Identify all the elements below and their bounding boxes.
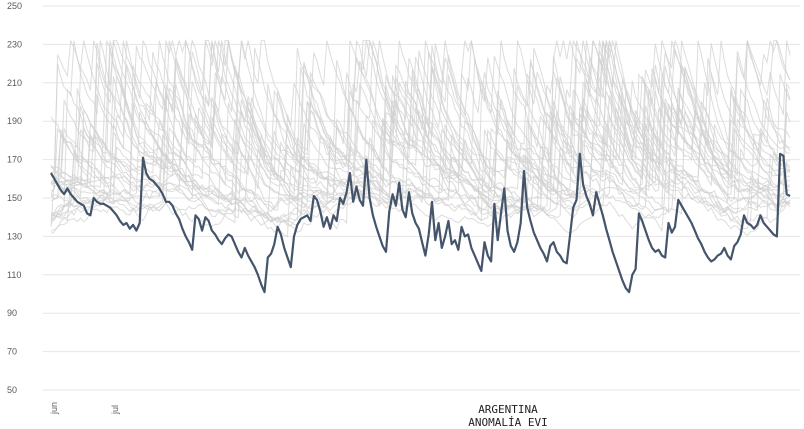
- y-tick-label: 190: [7, 116, 22, 126]
- background-series-layer: [51, 41, 790, 237]
- y-tick-label: 130: [7, 231, 22, 241]
- y-tick-label: 250: [7, 1, 22, 11]
- y-tick-label: 210: [7, 78, 22, 88]
- background-series-line: [51, 41, 790, 236]
- y-tick-label: 170: [7, 155, 22, 165]
- x-tick-layer: jun jul: [49, 402, 120, 415]
- y-tick-label: 70: [7, 347, 17, 357]
- background-series-line: [51, 41, 790, 234]
- chart-subtitle: ANOMALÍA EVI: [468, 416, 547, 429]
- x-tick-label: jul: [110, 405, 120, 415]
- x-tick-label: jun: [49, 402, 59, 415]
- y-tick-label: 150: [7, 193, 22, 203]
- chart-title: ARGENTINA: [478, 403, 538, 416]
- y-tick-label: 90: [7, 308, 17, 318]
- y-tick-label: 230: [7, 39, 22, 49]
- y-tick-label: 110: [7, 270, 21, 280]
- y-tick-label: 50: [7, 385, 17, 395]
